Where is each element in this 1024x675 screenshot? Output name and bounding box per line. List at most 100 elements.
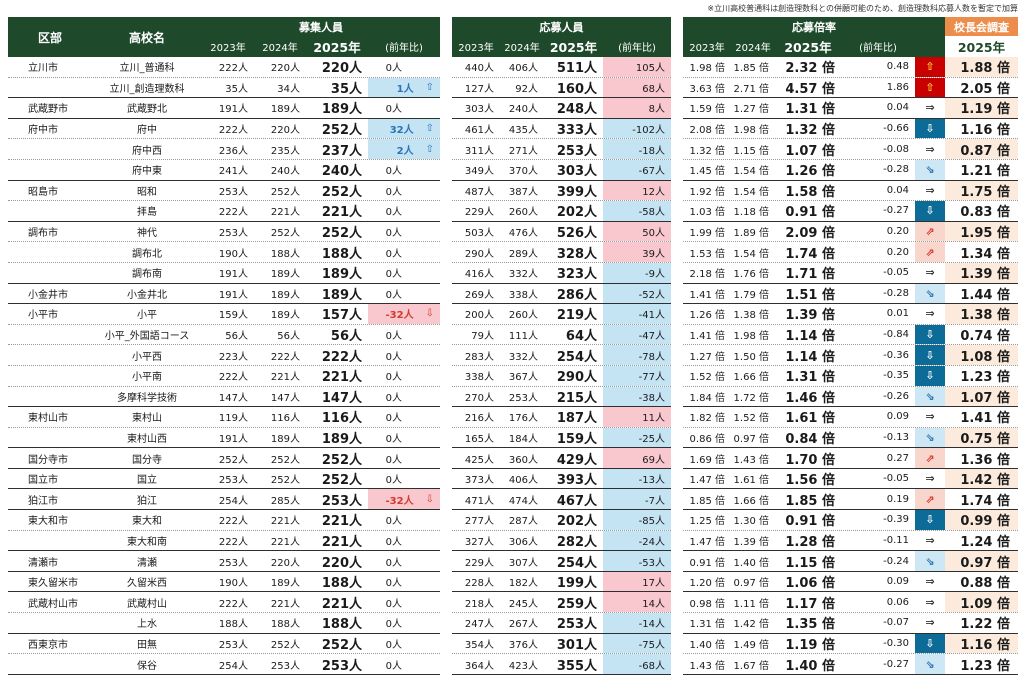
apply-yoy-cell: -58人 xyxy=(603,201,671,221)
district-cell: 東久留米市 xyxy=(28,578,78,590)
apply-2025-cell: 248人 xyxy=(556,102,597,118)
apply-2023-cell: 425人 xyxy=(464,454,494,466)
ratio-yoy-cell: -0.84 xyxy=(883,329,909,341)
apply-2025-cell: 202人 xyxy=(556,205,597,221)
arrow-up-icon: ⇧ xyxy=(425,81,434,93)
ratio-yoy-cell: -0.28 xyxy=(883,287,909,299)
apply-2025-cell: 511人 xyxy=(556,61,597,77)
survey-2025-cell: 0.87 倍 xyxy=(945,139,1018,159)
ratio-2025-cell: 1.31 倍 xyxy=(785,102,835,118)
arrow-down-icon: ⇩ xyxy=(915,510,945,530)
ratio-2025-cell: 1.40 倍 xyxy=(785,658,835,674)
apply-2025-cell: 254人 xyxy=(556,349,597,365)
apply-yoy-cell: -77人 xyxy=(603,365,671,386)
school-cell: 調布南 xyxy=(132,269,162,281)
ratio-2025-cell: 1.06 倍 xyxy=(785,576,835,592)
ratio-2024-cell: 1.98 倍 xyxy=(733,125,769,137)
ratio-row: 1.82 倍 1.52 倍 1.61 倍 0.09 ⇒ 1.41 倍 xyxy=(683,407,1018,428)
apply-2024-cell: 184人 xyxy=(508,433,538,445)
school-cell: 東村山西 xyxy=(127,433,167,445)
district-cell: 狛江市 xyxy=(28,495,58,507)
apply-2024-cell: 406人 xyxy=(508,63,538,75)
recruit-2023-cell: 253人 xyxy=(218,557,248,569)
school-cell: 府中東 xyxy=(132,166,162,178)
recruit-yoy-value: -32人 xyxy=(385,310,414,322)
survey-2025-cell: 0.99 倍 xyxy=(945,510,1018,530)
ratio-row: 1.32 倍 1.15 倍 1.07 倍 -0.08 ⇒ 0.87 倍 xyxy=(683,139,1018,160)
ratio-row: 1.40 倍 1.49 倍 1.19 倍 -0.30 ⇩ 1.16 倍 xyxy=(683,633,1018,655)
ratio-row: 1.47 倍 1.61 倍 1.56 倍 -0.05 ⇒ 1.42 倍 xyxy=(683,468,1018,490)
apply-2025-header: 2025年 xyxy=(549,40,598,55)
recruit-table: 募集人員 区部 高校名 2023年 2024年 2025年 (前年比) 立川市立… xyxy=(8,17,440,675)
recruit-yoy-cell: 0人 xyxy=(385,104,402,116)
ratio-2025-cell: 2.09 倍 xyxy=(785,226,835,242)
apply-2025-cell: 399人 xyxy=(556,184,597,200)
ratio-row: 1.92 倍 1.54 倍 1.58 倍 0.04 ⇒ 1.75 倍 xyxy=(683,180,1018,202)
apply-2025-cell: 199人 xyxy=(556,576,597,592)
arrow-right-icon: ⇒ xyxy=(925,533,935,547)
recruit-yoy-value: 2人 xyxy=(396,145,414,157)
ratio-table: 応募倍率 校長会調査 2023年 2024年 2025年 (前年比) 2025年… xyxy=(683,17,1018,675)
school-cell: 武蔵野北 xyxy=(127,104,167,116)
apply-2023-cell: 79人 xyxy=(471,331,494,343)
apply-yoy-cell: -53人 xyxy=(603,551,671,571)
district-cell: 小金井市 xyxy=(28,289,68,301)
ratio-2025-cell: 1.14 倍 xyxy=(785,349,835,365)
apply-2023-cell: 471人 xyxy=(464,495,494,507)
ratio-2024-cell: 1.52 倍 xyxy=(733,413,769,425)
apply-2024-cell: 287人 xyxy=(508,516,538,528)
apply-2025-cell: 526人 xyxy=(556,226,597,242)
apply-2025-cell: 467人 xyxy=(556,493,597,509)
recruit-2024-cell: 189人 xyxy=(270,104,300,116)
recruit-yoy-cell: 0人 xyxy=(385,228,402,240)
ratio-2023-cell: 1.59 倍 xyxy=(689,104,725,116)
apply-2023-cell: 200人 xyxy=(464,310,494,322)
recruit-row: 西東京市保谷254人253人253人0人 xyxy=(8,654,440,675)
apply-row: 503人 476人 526人 50人 xyxy=(452,221,671,243)
school-cell: 国分寺 xyxy=(132,454,162,466)
apply-2025-cell: 253人 xyxy=(556,617,597,633)
recruit-yoy-cell: 0人 xyxy=(385,166,402,178)
apply-2024-cell: 435人 xyxy=(508,125,538,137)
ratio-2024-cell: 1.85 倍 xyxy=(733,63,769,75)
apply-yoy-cell: -7人 xyxy=(603,489,671,510)
survey-2025-cell: 1.44 倍 xyxy=(945,283,1018,304)
apply-2024-cell: 260人 xyxy=(508,207,538,219)
recruit-2023-cell: 236人 xyxy=(218,145,248,157)
apply-2023-cell: 269人 xyxy=(464,289,494,301)
apply-yoy-cell: -75人 xyxy=(603,633,671,654)
ratio-2023-cell: 1.47 倍 xyxy=(689,475,725,487)
apply-2023-cell: 290人 xyxy=(464,248,494,260)
district-cell: 国分寺市 xyxy=(28,454,68,466)
apply-row: 228人 182人 199人 17人 xyxy=(452,571,671,593)
arrow-right-icon: ⇒ xyxy=(925,595,935,609)
district-cell: 西東京市 xyxy=(28,639,68,651)
ratio-2024-cell: 1.18 倍 xyxy=(733,207,769,219)
recruit-row: 西東京市 田無 253人 252人 252人 0人 xyxy=(8,634,440,655)
recruit-row: 武蔵村山市 武蔵村山 222人 221人 221人 0人 xyxy=(8,592,440,614)
apply-2023-cell: 364人 xyxy=(464,660,494,672)
apply-2025-cell: 429人 xyxy=(556,452,597,468)
ratio-2025-cell: 1.71 倍 xyxy=(785,267,835,283)
apply-2025-cell: 187人 xyxy=(556,411,597,427)
recruit-yoy-cell: 0人 xyxy=(385,598,402,610)
recruit-2025-cell: 221人 xyxy=(321,370,362,386)
ratio-yoy-cell: -0.24 xyxy=(883,555,909,567)
apply-2025-cell: 259人 xyxy=(556,596,597,612)
recruit-2025-cell: 189人 xyxy=(321,102,362,118)
ratio-2025-cell: 1.28 倍 xyxy=(785,534,835,550)
apply-2024-cell: 182人 xyxy=(508,578,538,590)
ratio-2025-cell: 1.46 倍 xyxy=(785,390,835,406)
recruit-header-row2: 区部 高校名 2023年 2024年 2025年 (前年比) xyxy=(8,31,440,57)
ratio-row: 1.25 倍 1.30 倍 0.91 倍 -0.39 ⇩ 0.99 倍 xyxy=(683,510,1018,531)
arrow-right-icon: ⇒ xyxy=(925,101,935,115)
survey-2025-cell: 0.75 倍 xyxy=(945,427,1018,448)
recruit-2025-cell: 221人 xyxy=(321,514,362,530)
district-header: 区部 xyxy=(37,30,62,45)
recruit-2023-cell: 252人 xyxy=(218,454,248,466)
ratio-2023-cell: 1.85 倍 xyxy=(689,495,725,507)
apply-2023-cell: 311人 xyxy=(464,145,494,157)
ratio-2023-cell: 1.45 倍 xyxy=(689,166,725,178)
recruit-2024-cell: 188人 xyxy=(270,248,300,260)
arrow-down-icon: ⇩ xyxy=(915,345,945,365)
